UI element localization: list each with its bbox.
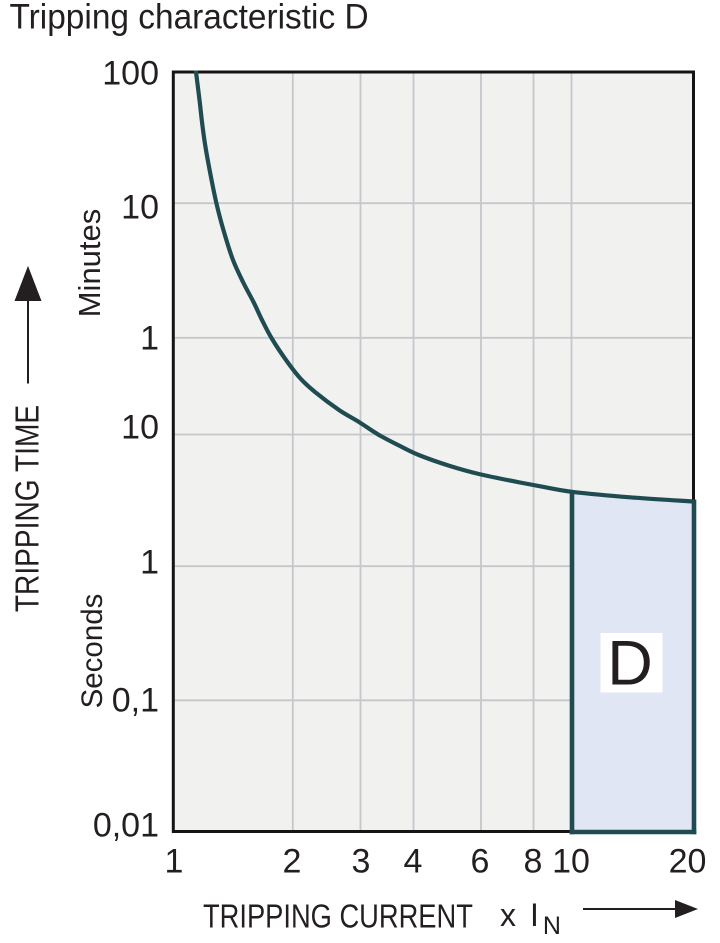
svg-text:8: 8 [524,843,543,881]
svg-text:4: 4 [404,843,423,881]
svg-text:1: 1 [140,320,159,358]
svg-text:Minutes: Minutes [72,209,107,318]
svg-text:0,1: 0,1 [112,682,159,720]
svg-text:1: 1 [165,843,184,881]
svg-text:3: 3 [352,843,371,881]
svg-text:1: 1 [140,544,159,582]
svg-text:Seconds: Seconds [76,594,109,709]
svg-text:10: 10 [121,409,159,447]
svg-text:10: 10 [121,189,159,227]
svg-text:6: 6 [471,843,490,881]
svg-text:Tripping characteristic D: Tripping characteristic D [9,0,368,37]
svg-text:0,01: 0,01 [93,807,159,845]
svg-text:2: 2 [283,843,302,881]
svg-text:TRIPPING CURRENT: TRIPPING CURRENT [203,898,473,935]
svg-text:20: 20 [669,843,707,881]
svg-text:TRIPPING TIME: TRIPPING TIME [8,405,46,612]
svg-text:D: D [607,628,653,698]
svg-text:10: 10 [552,843,590,881]
svg-text:100: 100 [102,55,159,93]
